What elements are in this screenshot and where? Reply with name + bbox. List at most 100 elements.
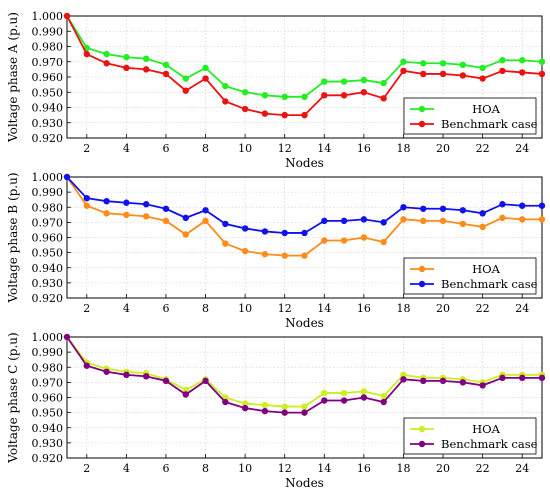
- data-point: [182, 75, 189, 82]
- data-point: [439, 377, 447, 385]
- data-point: [241, 400, 249, 407]
- y-tick-label: 0.930: [32, 277, 64, 290]
- data-point: [83, 202, 90, 209]
- y-tick-label: 0.940: [32, 262, 64, 275]
- data-point: [479, 75, 486, 82]
- y-tick-label: 0.940: [32, 102, 64, 115]
- y-tick-label: 0.960: [32, 392, 64, 405]
- data-point: [182, 391, 189, 398]
- data-point: [340, 237, 348, 244]
- data-point: [202, 64, 209, 72]
- y-tick-label: 0.920: [32, 452, 64, 465]
- data-point: [63, 173, 71, 181]
- data-point: [360, 234, 368, 241]
- data-point: [142, 201, 150, 208]
- y-tick-label: 0.930: [32, 437, 64, 450]
- y-tick-label: 1.000: [32, 331, 64, 344]
- data-point: [142, 66, 150, 73]
- legend-label: Benchmark case: [441, 117, 538, 131]
- x-axis-label: Nodes: [285, 316, 324, 330]
- x-tick-label: 2: [83, 302, 90, 315]
- data-point: [321, 92, 328, 99]
- x-tick-label: 24: [515, 462, 529, 475]
- data-point: [400, 216, 407, 223]
- legend-label: Benchmark case: [441, 277, 538, 291]
- data-point: [519, 69, 526, 76]
- data-point: [439, 217, 447, 225]
- data-point: [439, 205, 447, 212]
- x-tick-label: 20: [436, 302, 450, 315]
- series-benchmark: [63, 12, 546, 119]
- data-point: [182, 386, 189, 394]
- x-axis-label: Nodes: [285, 476, 324, 490]
- y-tick-label: 0.950: [32, 407, 64, 420]
- data-point: [420, 60, 427, 67]
- legend-label: HOA: [472, 102, 500, 116]
- data-point: [479, 64, 486, 72]
- data-point: [162, 377, 170, 385]
- y-tick-label: 0.970: [32, 216, 64, 229]
- y-tick-label: 0.920: [32, 292, 64, 305]
- data-point: [499, 374, 506, 382]
- legend-box: [403, 97, 537, 135]
- y-tick-label: 0.960: [32, 232, 64, 245]
- data-point: [301, 229, 308, 237]
- data-point: [360, 89, 368, 96]
- data-point: [321, 389, 328, 397]
- x-tick-label: 20: [436, 462, 450, 475]
- y-tick-label: 0.990: [32, 346, 64, 359]
- data-point: [281, 229, 288, 237]
- x-axis-label: Nodes: [285, 156, 324, 170]
- data-point: [321, 217, 328, 225]
- data-point: [162, 70, 170, 78]
- data-point: [162, 217, 170, 225]
- x-tick-label: 12: [278, 462, 292, 475]
- data-point: [459, 61, 467, 68]
- data-point: [281, 111, 288, 119]
- data-point: [400, 58, 407, 65]
- data-point: [360, 216, 368, 223]
- data-point: [519, 216, 526, 223]
- data-point: [142, 55, 150, 62]
- data-point: [479, 210, 486, 217]
- data-point: [261, 92, 269, 99]
- legend-swatch-marker: [418, 440, 426, 448]
- x-tick-label: 2: [83, 142, 90, 155]
- data-point: [340, 92, 348, 99]
- y-tick-label: 1.000: [32, 171, 64, 184]
- x-tick-label: 16: [357, 462, 371, 475]
- data-point: [241, 89, 249, 96]
- data-point: [142, 373, 150, 380]
- legend-box: [403, 257, 537, 295]
- data-point: [538, 374, 546, 382]
- data-point: [321, 397, 328, 404]
- x-tick-label: 16: [357, 302, 371, 315]
- x-tick-label: 22: [476, 142, 490, 155]
- series-line: [66, 15, 543, 98]
- x-tick-label: 18: [396, 142, 410, 155]
- data-point: [261, 407, 269, 415]
- data-point: [261, 110, 269, 117]
- x-tick-label: 14: [317, 142, 331, 155]
- data-point: [261, 250, 269, 258]
- y-axis-label: Voltage phase A (p.u): [6, 12, 20, 143]
- data-point: [202, 207, 209, 214]
- legend-swatch-marker: [418, 105, 426, 113]
- data-point: [459, 220, 467, 228]
- data-point: [380, 95, 387, 102]
- data-point: [142, 213, 150, 220]
- data-point: [519, 202, 526, 209]
- data-point: [301, 252, 308, 259]
- data-point: [519, 57, 526, 64]
- data-point: [162, 205, 170, 212]
- data-point: [103, 368, 110, 375]
- y-axis-label: Voltage phase B (p.u): [6, 172, 20, 303]
- legend-box: [403, 417, 537, 455]
- data-point: [123, 199, 130, 206]
- data-point: [222, 82, 229, 90]
- x-tick-label: 10: [238, 462, 252, 475]
- x-tick-label: 10: [238, 142, 252, 155]
